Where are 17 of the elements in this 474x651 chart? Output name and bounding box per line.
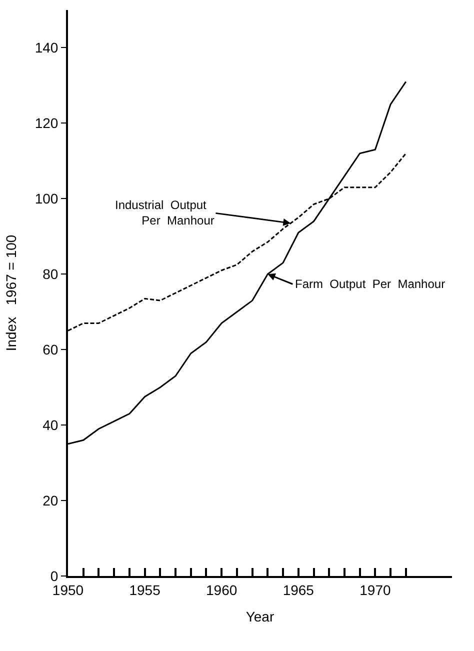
x-tick-label: 1965 [282, 582, 314, 598]
y-tick-label: 0 [50, 568, 58, 584]
y-tick-label: 80 [42, 266, 58, 282]
annotation: Industrial Output Per Manhour [115, 198, 214, 228]
x-tick-label: 1955 [129, 582, 161, 598]
x-axis-title: Year [246, 608, 274, 625]
y-tick-label: 140 [34, 40, 58, 56]
y-axis-title: Index 1967 = 100 [2, 234, 19, 352]
y-tick-label: 40 [42, 416, 58, 433]
x-tick-label: 1950 [52, 582, 84, 598]
y-tick-label: 20 [42, 492, 58, 508]
y-tick-label: 60 [42, 342, 58, 358]
x-tick-label: 1960 [206, 582, 238, 598]
x-tick-label: 1970 [360, 582, 391, 598]
annotation: Farm Output Per Manhour [295, 277, 446, 291]
y-tick-label: 100 [34, 190, 58, 207]
y-tick-label: 120 [34, 115, 58, 132]
